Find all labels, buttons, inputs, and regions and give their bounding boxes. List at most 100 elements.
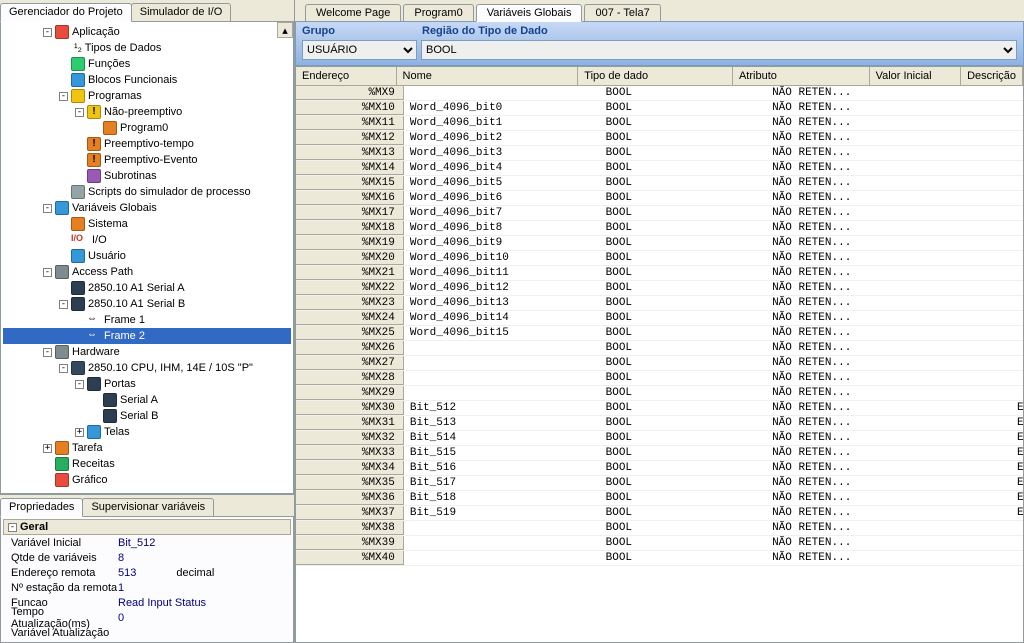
grid-row[interactable]: %MX29BOOLNÃO RETEN... xyxy=(296,386,1023,401)
tree-node[interactable]: -2850.10 CPU, IHM, 14E / 10S "P" xyxy=(3,360,291,376)
cell-tipo[interactable]: BOOL xyxy=(600,371,766,385)
cell-atributo[interactable]: NÃO RETEN... xyxy=(766,341,913,355)
cell-nome[interactable]: Bit_516 xyxy=(404,461,600,475)
tree-node[interactable]: Receitas xyxy=(3,456,291,472)
expand-icon[interactable]: + xyxy=(43,444,52,453)
cell-tipo[interactable]: BOOL xyxy=(600,521,766,535)
cell-descricao[interactable] xyxy=(1011,206,1023,220)
collapse-icon[interactable]: - xyxy=(8,523,17,532)
grid-row[interactable]: %MX21Word_4096_bit11BOOLNÃO RETEN... xyxy=(296,266,1023,281)
cell-endereco[interactable]: %MX37 xyxy=(296,506,404,520)
grid-row[interactable]: %MX31Bit_513BOOLNÃO RETEN...Entrada 2 do… xyxy=(296,416,1023,431)
cell-atributo[interactable]: NÃO RETEN... xyxy=(766,191,913,205)
cell-tipo[interactable]: BOOL xyxy=(600,386,766,400)
cell-valor[interactable] xyxy=(913,461,1011,475)
grid-row[interactable]: %MX13Word_4096_bit3BOOLNÃO RETEN... xyxy=(296,146,1023,161)
cell-valor[interactable] xyxy=(913,341,1011,355)
cell-atributo[interactable]: NÃO RETEN... xyxy=(766,491,913,505)
cell-tipo[interactable]: BOOL xyxy=(600,446,766,460)
cell-tipo[interactable]: BOOL xyxy=(600,281,766,295)
collapse-icon[interactable]: - xyxy=(75,108,84,117)
grid-row[interactable]: %MX39BOOLNÃO RETEN... xyxy=(296,536,1023,551)
cell-atributo[interactable]: NÃO RETEN... xyxy=(766,401,913,415)
cell-tipo[interactable]: BOOL xyxy=(600,101,766,115)
cell-nome[interactable]: Word_4096_bit0 xyxy=(404,101,600,115)
cell-endereco[interactable]: %MX26 xyxy=(296,341,404,355)
cell-descricao[interactable] xyxy=(1011,161,1023,175)
cell-valor[interactable] xyxy=(913,296,1011,310)
tree-node[interactable]: -!Não-preemptivo xyxy=(3,104,291,120)
cell-endereco[interactable]: %MX13 xyxy=(296,146,404,160)
cell-nome[interactable]: Word_4096_bit12 xyxy=(404,281,600,295)
cell-atributo[interactable]: NÃO RETEN... xyxy=(766,236,913,250)
collapse-icon[interactable]: - xyxy=(43,204,52,213)
cell-nome[interactable]: Word_4096_bit4 xyxy=(404,161,600,175)
cell-atributo[interactable]: NÃO RETEN... xyxy=(766,176,913,190)
grid-row[interactable]: %MX25Word_4096_bit15BOOLNÃO RETEN... xyxy=(296,326,1023,341)
grid-row[interactable]: %MX22Word_4096_bit12BOOLNÃO RETEN... xyxy=(296,281,1023,296)
editor-tab[interactable]: 007 - Tela7 xyxy=(584,4,660,21)
editor-tab[interactable]: Welcome Page xyxy=(305,4,401,21)
cell-valor[interactable] xyxy=(913,476,1011,490)
cell-nome[interactable]: Word_4096_bit1 xyxy=(404,116,600,130)
cell-valor[interactable] xyxy=(913,206,1011,220)
cell-tipo[interactable]: BOOL xyxy=(600,551,766,565)
cell-atributo[interactable]: NÃO RETEN... xyxy=(766,206,913,220)
tree-node[interactable]: +Telas xyxy=(3,424,291,440)
cell-tipo[interactable]: BOOL xyxy=(600,401,766,415)
regiao-select[interactable]: BOOL xyxy=(421,40,1017,60)
property-row[interactable]: Variável InicialBit_512 xyxy=(3,535,291,550)
cell-valor[interactable] xyxy=(913,236,1011,250)
tree-node[interactable]: I/OI/O xyxy=(3,232,291,248)
grid-row[interactable]: %MX10Word_4096_bit0BOOLNÃO RETEN... xyxy=(296,101,1023,116)
cell-endereco[interactable]: %MX22 xyxy=(296,281,404,295)
cell-descricao[interactable] xyxy=(1011,386,1023,400)
grid-row[interactable]: %MX32Bit_514BOOLNÃO RETEN...Entrada 3 do… xyxy=(296,431,1023,446)
cell-valor[interactable] xyxy=(913,266,1011,280)
cell-tipo[interactable]: BOOL xyxy=(600,431,766,445)
col-tipo[interactable]: Tipo de dado xyxy=(578,67,733,85)
cell-atributo[interactable]: NÃO RETEN... xyxy=(766,116,913,130)
cell-tipo[interactable]: BOOL xyxy=(600,536,766,550)
tree-node[interactable]: -Programas xyxy=(3,88,291,104)
grid-row[interactable]: %MX12Word_4096_bit2BOOLNÃO RETEN... xyxy=(296,131,1023,146)
col-nome[interactable]: Nome xyxy=(397,67,579,85)
cell-descricao[interactable] xyxy=(1011,326,1023,340)
cell-endereco[interactable]: %MX39 xyxy=(296,536,404,550)
cell-tipo[interactable]: BOOL xyxy=(600,476,766,490)
col-atributo[interactable]: Atributo xyxy=(733,67,870,85)
cell-nome[interactable]: Word_4096_bit3 xyxy=(404,146,600,160)
grupo-select[interactable]: USUÁRIO xyxy=(302,40,417,60)
editor-tab[interactable]: Variáveis Globais xyxy=(476,4,583,22)
tree-node[interactable]: ¹₂ Tipos de Dados xyxy=(3,40,291,56)
grid-row[interactable]: %MX14Word_4096_bit4BOOLNÃO RETEN... xyxy=(296,161,1023,176)
collapse-icon[interactable]: - xyxy=(59,300,68,309)
cell-tipo[interactable]: BOOL xyxy=(600,191,766,205)
tree-node[interactable]: +Tarefa xyxy=(3,440,291,456)
cell-descricao[interactable]: Entrada 4 do XPMCXX xyxy=(1011,446,1023,460)
cell-descricao[interactable]: Entrada 1 do XPMCXX xyxy=(1011,401,1023,415)
cell-endereco[interactable]: %MX35 xyxy=(296,476,404,490)
tree-node[interactable]: -Portas xyxy=(3,376,291,392)
cell-nome[interactable] xyxy=(404,371,600,385)
cell-atributo[interactable]: NÃO RETEN... xyxy=(766,506,913,520)
cell-valor[interactable] xyxy=(913,551,1011,565)
cell-nome[interactable]: Bit_517 xyxy=(404,476,600,490)
tree-node[interactable]: Sistema xyxy=(3,216,291,232)
cell-endereco[interactable]: %MX21 xyxy=(296,266,404,280)
collapse-icon[interactable]: - xyxy=(75,380,84,389)
cell-atributo[interactable]: NÃO RETEN... xyxy=(766,146,913,160)
cell-valor[interactable] xyxy=(913,536,1011,550)
collapse-icon[interactable]: - xyxy=(59,92,68,101)
grid-row[interactable]: %MX33Bit_515BOOLNÃO RETEN...Entrada 4 do… xyxy=(296,446,1023,461)
cell-descricao[interactable] xyxy=(1011,251,1023,265)
cell-atributo[interactable]: NÃO RETEN... xyxy=(766,326,913,340)
cell-atributo[interactable]: NÃO RETEN... xyxy=(766,431,913,445)
cell-tipo[interactable]: BOOL xyxy=(600,356,766,370)
cell-tipo[interactable]: BOOL xyxy=(600,131,766,145)
cell-tipo[interactable]: BOOL xyxy=(600,206,766,220)
cell-tipo[interactable]: BOOL xyxy=(600,176,766,190)
cell-valor[interactable] xyxy=(913,86,1011,100)
tree-node[interactable]: 2850.10 A1 Serial A xyxy=(3,280,291,296)
cell-valor[interactable] xyxy=(913,506,1011,520)
